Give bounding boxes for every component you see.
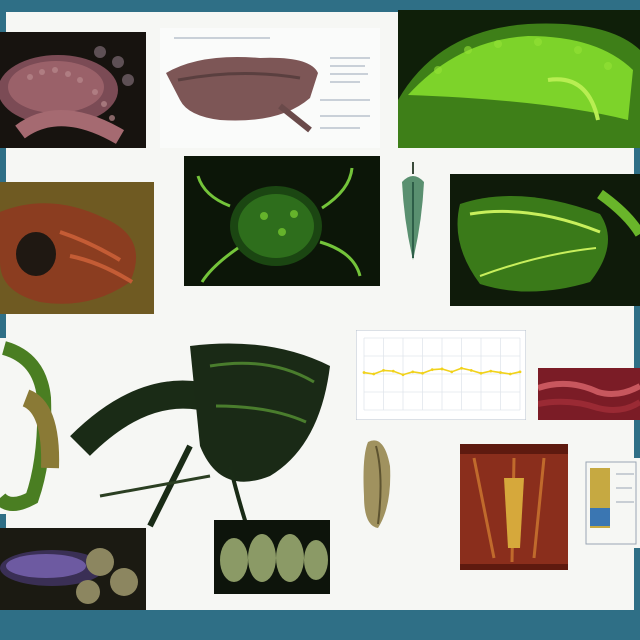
hydra-specimen: [184, 156, 380, 286]
chart-point: [440, 367, 444, 371]
reptile-photo: [0, 32, 146, 148]
red-tissue-specimen: [538, 368, 640, 420]
lichen-pods-specimen: [214, 520, 330, 594]
chart-point: [479, 371, 483, 375]
capsule-specimen: [360, 436, 392, 532]
insect-specimen-icon: [70, 326, 334, 540]
hydra-specimen-icon: [184, 156, 380, 286]
lizard-specimen-icon: [0, 32, 146, 148]
chart-point: [508, 372, 512, 376]
moss-specimen-icon: [0, 182, 154, 314]
frame-top: [0, 0, 640, 12]
leaf-anatomy-icon: [450, 174, 640, 306]
chart-point: [391, 369, 395, 373]
chart-background: [355, 329, 527, 421]
turtle-diagram: [160, 28, 380, 148]
chart-point: [421, 371, 424, 375]
seed-pod-icon: [398, 162, 428, 266]
chart-point: [411, 370, 415, 374]
capsule-icon: [360, 436, 392, 532]
chart-point: [362, 371, 366, 374]
larva-specimen-icon: [0, 338, 64, 514]
chart-point: [372, 372, 376, 376]
line-chart: [355, 329, 527, 421]
winged-insect-specimen: [70, 326, 334, 540]
line-chart-svg: [355, 329, 527, 421]
chart-point: [430, 368, 434, 372]
turtle-specimen-icon: [160, 28, 380, 148]
chart-point: [518, 370, 522, 374]
chart-point: [469, 369, 473, 372]
chart-point: [450, 370, 454, 374]
green-fern-specimen: [398, 10, 640, 148]
moss-specimen: [0, 182, 154, 314]
cross-section-specimen: [454, 438, 574, 576]
lichen-icon: [214, 520, 330, 594]
chart-point: [460, 366, 463, 370]
slug-icon: [0, 528, 146, 610]
blue-column-specimen: [582, 458, 640, 548]
leaf-anatomy-specimen: [450, 174, 640, 306]
frame-right: [634, 0, 640, 640]
tissue-icon: [538, 368, 640, 420]
chart-point: [489, 369, 493, 373]
frame-left: [0, 0, 6, 640]
frame-bottom: [0, 610, 640, 640]
seed-pod-specimen: [398, 162, 428, 266]
cross-section-icon: [454, 438, 574, 576]
column-icon: [582, 458, 640, 548]
chart-point: [401, 373, 405, 377]
fern-specimen-icon: [398, 10, 640, 148]
chart-point: [499, 371, 502, 374]
chart-point: [382, 369, 385, 372]
coiled-larva-specimen: [0, 338, 64, 514]
purple-slug-specimen: [0, 528, 146, 610]
